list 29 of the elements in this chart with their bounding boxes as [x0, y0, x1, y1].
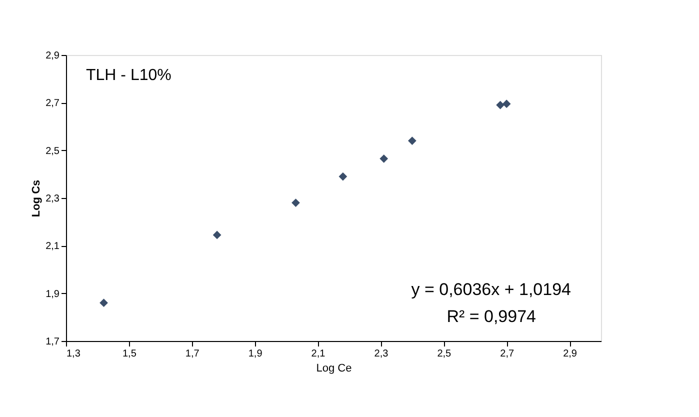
- y-tick-label: 2,9: [46, 50, 60, 62]
- y-tick-label: 2,3: [46, 194, 60, 204]
- y-tick-label: 1,7: [46, 336, 60, 348]
- annotation: R² = 0,9974: [446, 307, 536, 326]
- y-tick-label: 2,5: [46, 146, 60, 157]
- y-tick-label: 2,7: [46, 98, 60, 110]
- x-tick-label: 1,5: [122, 348, 137, 360]
- x-tick-label: 2,5: [437, 348, 452, 360]
- x-tick-label: 1,3: [66, 348, 81, 360]
- point: [496, 100, 504, 110]
- x-tick-label: 2,3: [374, 348, 389, 360]
- y-tick-label: 1,9: [46, 288, 60, 300]
- annotation: TLH - L10%: [86, 67, 172, 84]
- x-tick-label: 1,7: [185, 348, 200, 360]
- x-tick-label: 2,9: [563, 348, 578, 360]
- point: [408, 136, 416, 145]
- y-tick-label: 2,1: [46, 241, 60, 252]
- point: [502, 100, 511, 108]
- point: [292, 198, 300, 207]
- point: [338, 172, 348, 181]
- point: [100, 298, 108, 308]
- x-tick-label: 1,9: [248, 348, 263, 360]
- x-tick-label: 2,7: [500, 348, 514, 360]
- x-axis-title: Log Ce: [316, 362, 352, 374]
- x-tick-label: 2,1: [311, 348, 326, 360]
- point: [380, 154, 388, 163]
- point: [212, 230, 222, 240]
- annotation: y = 0,6036x + 1,0194: [411, 280, 571, 299]
- y-axis-title: Log Cs: [30, 180, 43, 218]
